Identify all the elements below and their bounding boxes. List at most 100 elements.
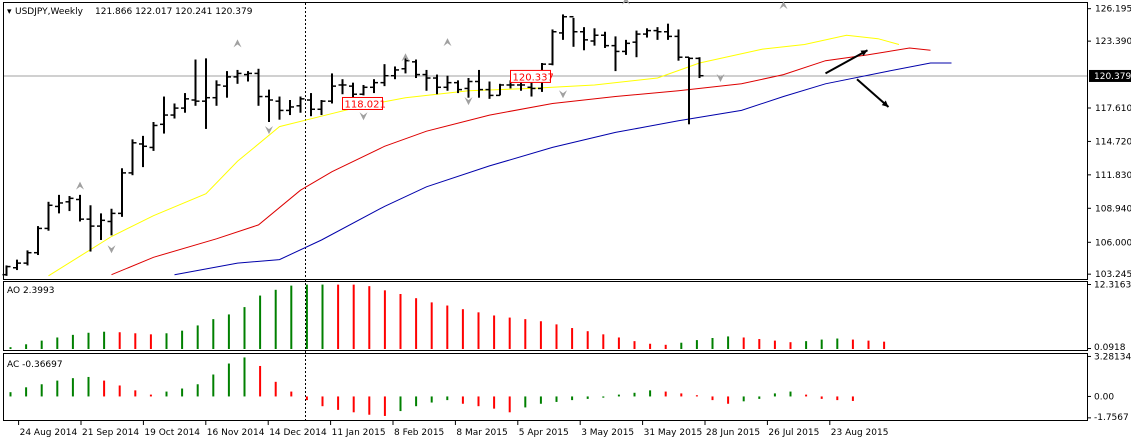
ohlc-bar (286, 100, 294, 116)
ao-tick-label: 12.3163 (1094, 280, 1131, 290)
trend-arrow-head (860, 50, 868, 56)
ohlc-bar (359, 84, 368, 96)
date-tick-label: 26 Jul 2015 (768, 428, 819, 438)
price-header-values: 121.866 122.017 120.241 120.379 (95, 7, 253, 17)
symbol-dropdown-icon[interactable]: ▾ (7, 7, 12, 17)
ohlc-bar (380, 64, 389, 87)
ohlc-bar (643, 28, 651, 38)
ohlc-bar (412, 59, 420, 79)
fractal-up-marker (443, 38, 452, 47)
ohlc-bar (265, 89, 273, 122)
ohlc-bar (527, 80, 536, 97)
ac-tick-label: 3.28134 (1094, 352, 1131, 362)
ohlc-bar (244, 71, 252, 82)
fractal-down-marker (716, 74, 725, 83)
ohlc-bar (275, 96, 284, 120)
ohlc-bar (13, 259, 21, 271)
fractal-up-marker (401, 53, 410, 62)
date-tick-label: 21 Sep 2014 (82, 428, 139, 438)
ohlc-bar (44, 201, 53, 231)
date-tick-label: 8 Feb 2015 (394, 428, 444, 438)
ao-tick-label: 0.0918 (1094, 343, 1126, 353)
ohlc-bar (674, 29, 683, 61)
ohlc-bar (65, 196, 74, 212)
date-tick-label: 16 Nov 2014 (207, 428, 265, 438)
ohlc-bar (128, 139, 137, 176)
ohlc-bar (181, 93, 189, 113)
date-tick-label: 23 Aug 2015 (831, 428, 889, 438)
fractal-down-marker (265, 126, 273, 135)
price-panel: 118.021 120.337 (2, 0, 1087, 420)
ohlc-bar (454, 80, 462, 94)
date-tick-label: 5 Apr 2015 (519, 428, 569, 438)
ac-title: AC -0.36697 (7, 360, 63, 370)
ohlc-bar (391, 66, 399, 80)
date-tick-label: 24 Aug 2014 (20, 428, 78, 438)
ohlc-bar (107, 208, 116, 236)
ac-tick-label: -1.7567 (1094, 413, 1129, 423)
trend-arrow-line (825, 49, 868, 75)
ohlc-bar (422, 69, 431, 91)
ohlc-bar (23, 250, 32, 266)
date-tick-label: 19 Oct 2014 (144, 428, 200, 438)
ohlc-bar (475, 69, 483, 98)
date-tick-label: 8 Mar 2015 (456, 428, 507, 438)
ohlc-bar (338, 79, 347, 95)
price-label: 118.021 (342, 96, 386, 110)
date-tick-label: 3 May 2015 (581, 428, 634, 438)
ohlc-bar (464, 78, 473, 98)
ohlc-bar (34, 226, 42, 256)
ohlc-bar (118, 168, 126, 217)
ohlc-bar (202, 58, 210, 129)
price-tick-label: 103.245 (1095, 270, 1131, 280)
fractal-up-marker (779, 1, 788, 10)
price-tick-label: 108.940 (1095, 204, 1131, 214)
ohlc-bar (370, 79, 378, 94)
ohlc-bar (86, 205, 95, 252)
ohlc-bar (664, 23, 672, 40)
ohlc-bar (55, 194, 63, 214)
ohlc-bar (569, 15, 578, 47)
axes: 126.195 123.390 117.610 114.720 111.830 108.9… (18, 5, 1131, 438)
date-tick-label: 14 Dec 2014 (269, 428, 327, 438)
date-tick-label: 11 Jan 2015 (332, 428, 386, 438)
ohlc-bar (611, 36, 620, 72)
ohlc-bar (622, 39, 630, 55)
ohlc-bar (695, 57, 704, 79)
fractal-up-marker (233, 39, 242, 48)
price-label-text: 120.337 (513, 72, 554, 83)
ohlc-bar (317, 100, 326, 116)
price-tick-label: 123.390 (1095, 37, 1131, 47)
ohlc-bar (580, 27, 588, 51)
ohlc-bar (170, 103, 179, 119)
fractal-down-marker (464, 97, 473, 106)
trend-arrow-head (881, 100, 889, 107)
ao-title: AO 2.3993 (7, 286, 54, 296)
fractal-down-marker (359, 112, 368, 121)
fractal-up-marker (622, 0, 630, 5)
fractal-down-marker (559, 90, 567, 99)
ohlc-bar (307, 93, 315, 117)
fractal-up-marker (76, 181, 84, 190)
price-tick-label: 106.000 (1095, 238, 1131, 248)
current-price-badge (1089, 69, 1131, 82)
price-label: 120.337 (510, 69, 554, 83)
ac-panel (9, 357, 854, 416)
ao-panel (9, 284, 886, 349)
moving-average-mid (111, 47, 931, 276)
ohlc-bar (601, 31, 609, 48)
price-tick-label: 111.830 (1095, 171, 1131, 181)
trend-arrow-line (856, 78, 890, 108)
price-title: USDJPY,Weekly (15, 7, 84, 17)
ao-panel-frame (3, 281, 1088, 351)
price-tick-label: 126.195 (1095, 5, 1131, 15)
ohlc-bar (191, 59, 200, 106)
ohlc-bar (212, 80, 221, 106)
ohlc-bar (160, 96, 168, 134)
ohlc-bar (559, 14, 567, 40)
ohlc-bar (632, 30, 641, 58)
ohlc-bar (76, 194, 84, 222)
fractal-down-marker (107, 245, 116, 254)
